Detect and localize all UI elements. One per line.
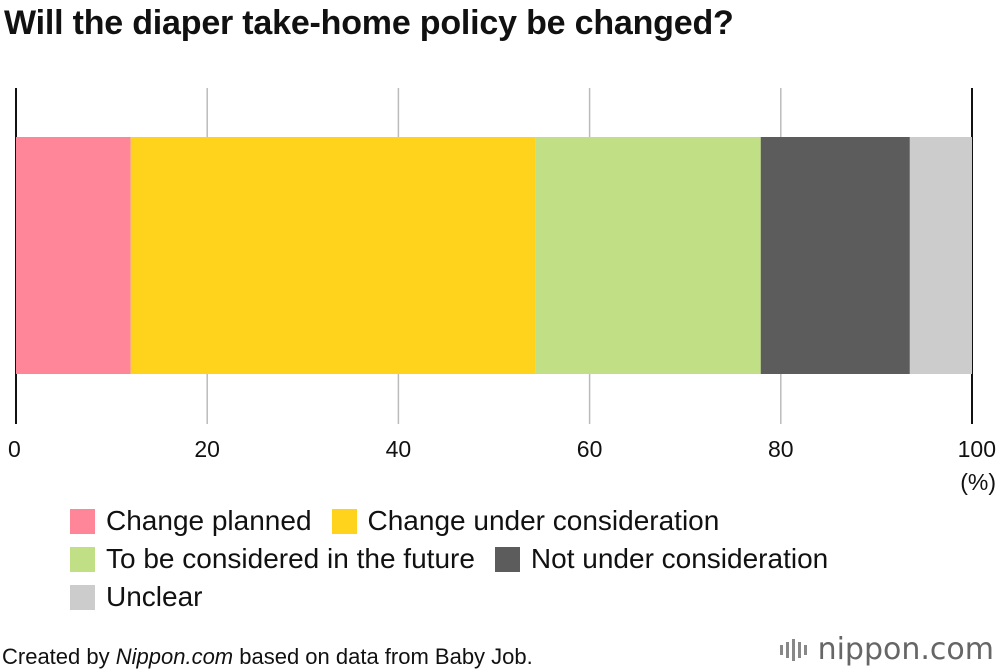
- tick-label-40: 40: [386, 436, 412, 462]
- legend-swatch: [331, 508, 357, 534]
- tick-label-80: 80: [768, 436, 794, 462]
- legend-label: Change planned: [106, 505, 312, 536]
- source-suffix: based on data from Baby Job.: [233, 644, 533, 669]
- legend-item-change-planned: Change planned: [70, 502, 312, 540]
- legend-item-change-under-consideration: Change under consideration: [331, 502, 720, 540]
- axis-unit-label: (%): [960, 469, 996, 495]
- bar-segment-2: [535, 137, 761, 374]
- legend-label: Not under consideration: [530, 543, 829, 574]
- chart-title: Will the diaper take-home policy be chan…: [4, 4, 734, 42]
- legend-swatch: [70, 584, 95, 610]
- legend-label: Unclear: [106, 581, 203, 612]
- logo-bars-icon: [779, 638, 810, 661]
- source-prefix: Created by: [2, 644, 116, 669]
- stacked-bar-chart: 0 20 40 60 80 100 (%): [8, 88, 996, 495]
- tick-label-100: 100: [958, 436, 996, 462]
- logo-dot: .: [920, 632, 930, 667]
- logo-text: nippon: [817, 632, 921, 667]
- bar-segment-4: [909, 137, 972, 374]
- legend-swatch: [70, 508, 95, 534]
- bar-segments: [16, 137, 972, 374]
- bar-segment-3: [760, 137, 910, 374]
- bar-segment-0: [16, 137, 131, 374]
- legend: Change planned Change under consideratio…: [70, 502, 848, 616]
- legend-swatch: [494, 546, 520, 572]
- x-axis: 0 20 40 60 80 100 (%): [8, 436, 996, 495]
- tick-label-0: 0: [8, 436, 21, 462]
- legend-item-not-under-consideration: Not under consideration: [494, 540, 829, 578]
- legend-swatch: [70, 546, 95, 572]
- source-note: Created by Nippon.com based on data from…: [2, 644, 533, 670]
- logo-tld: com: [929, 632, 994, 667]
- legend-item-unclear: Unclear: [70, 578, 202, 616]
- nippon-logo: nippon. com: [779, 632, 994, 667]
- legend-item-future: To be considered in the future: [70, 540, 475, 578]
- bar-segment-1: [130, 137, 536, 374]
- legend-label: To be considered in the future: [106, 543, 475, 574]
- tick-label-60: 60: [577, 436, 603, 462]
- source-name: Nippon.com: [115, 644, 234, 669]
- legend-label: Change under consideration: [367, 505, 720, 536]
- tick-label-20: 20: [194, 436, 220, 462]
